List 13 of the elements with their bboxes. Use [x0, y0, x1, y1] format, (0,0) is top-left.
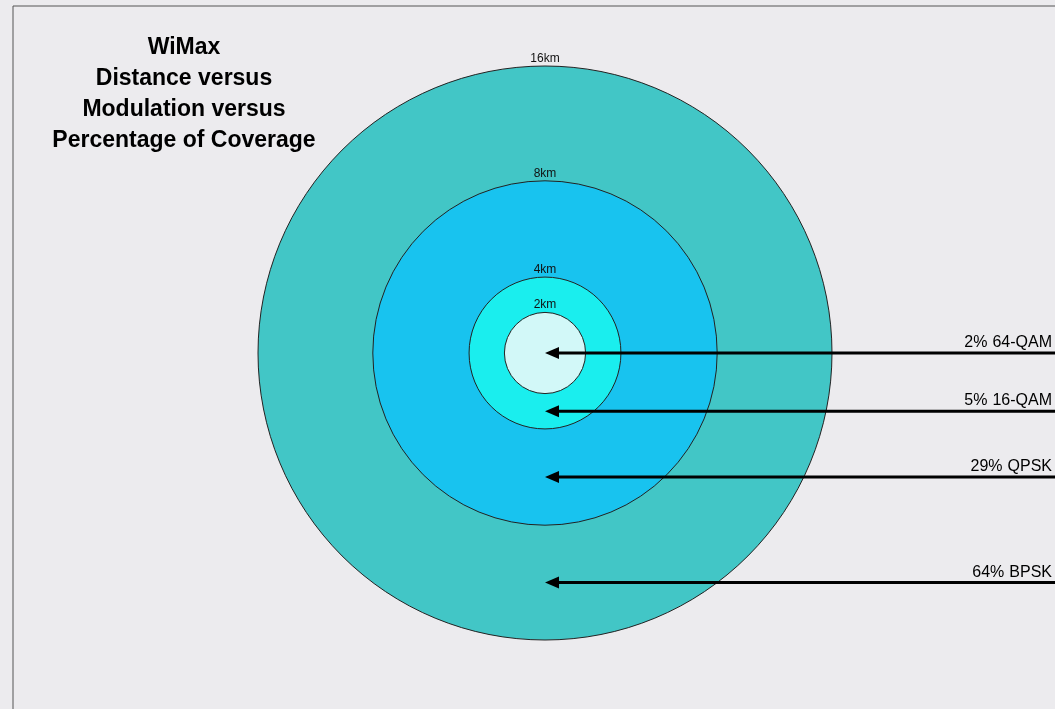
text: WiMax Distance versus Modulation versus Percentage of Coverage [52, 33, 316, 152]
category-label: BPSK [1009, 562, 1053, 580]
data-label: 64% [972, 562, 1005, 580]
category-label: 16-QAM [992, 391, 1052, 409]
text: 16km [530, 51, 560, 65]
category-label: 64-QAM [992, 333, 1052, 350]
category-label: QPSK [1007, 457, 1053, 475]
text: 2km [533, 297, 557, 312]
text: 4km [533, 262, 557, 277]
data-label: 5% [964, 391, 988, 409]
data-label: 2% [964, 333, 988, 350]
data-label: 29% [970, 457, 1003, 475]
text: 8km [533, 165, 557, 180]
